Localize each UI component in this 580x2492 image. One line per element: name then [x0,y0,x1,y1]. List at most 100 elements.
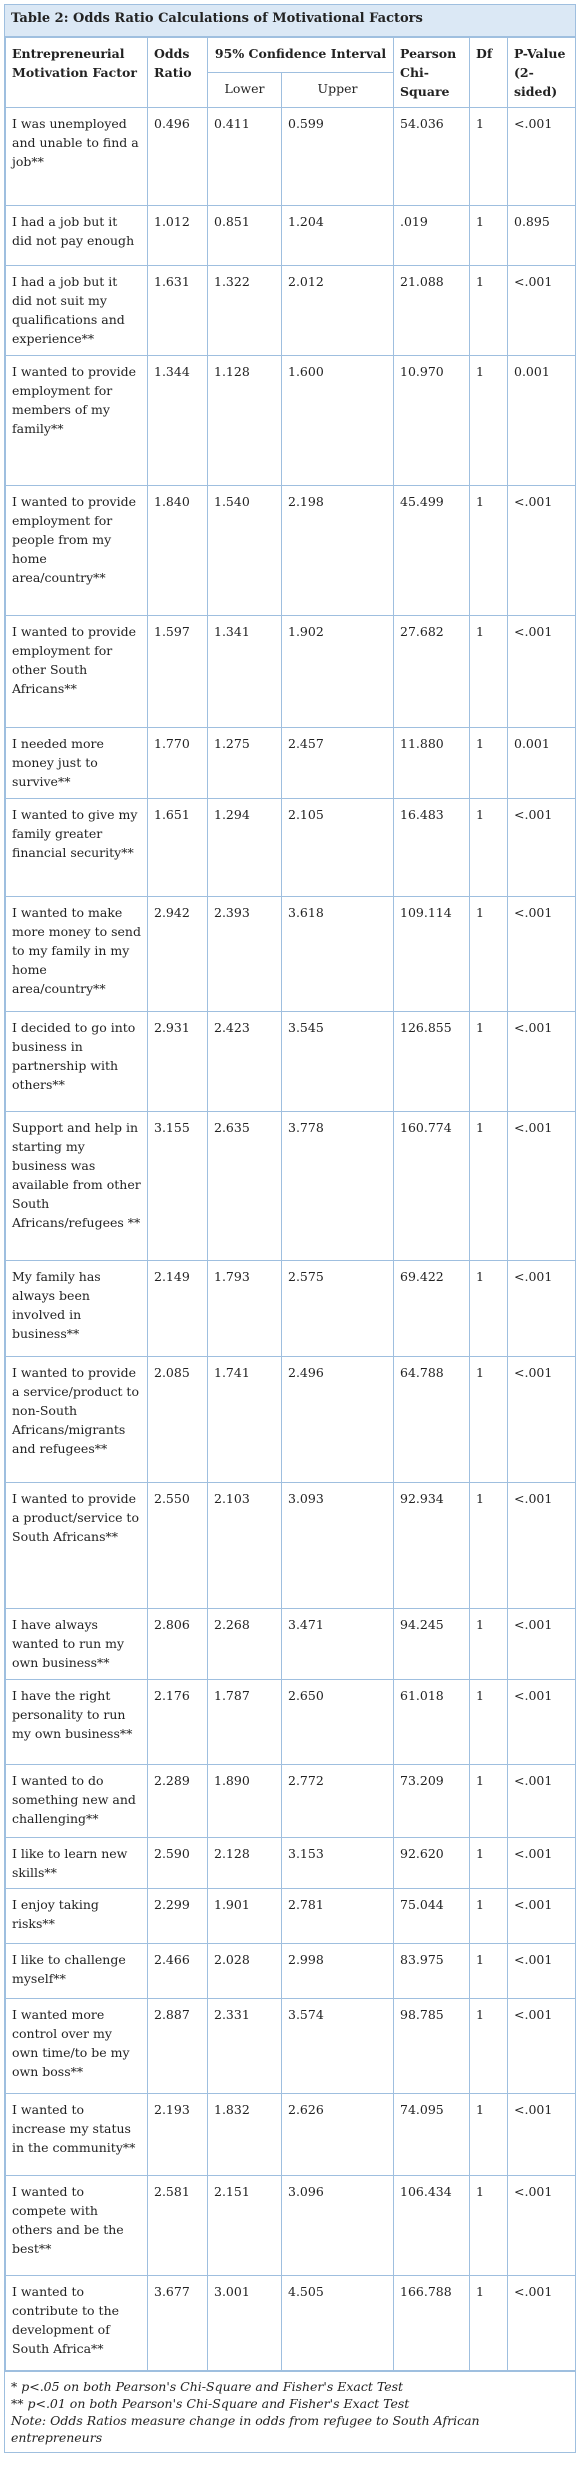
upper-cell: 1.902 [281,615,394,728]
table-row: I wanted to provide employment for peopl… [5,485,576,616]
odds-cell: 1.770 [147,727,208,799]
df-cell: 1 [469,1888,508,1944]
upper-cell: 3.153 [281,1837,394,1889]
lower-cell: 1.890 [207,1764,282,1838]
df-cell: 1 [469,1011,508,1112]
odds-cell: 1.651 [147,798,208,897]
upper-cell: 3.778 [281,1111,394,1261]
odds-cell: 2.149 [147,1260,208,1357]
lower-cell: 0.411 [207,107,282,206]
chi-cell: 11.880 [393,727,470,799]
odds-cell: 1.344 [147,355,208,486]
lower-cell: 3.001 [207,2275,282,2371]
lower-cell: 1.540 [207,485,282,616]
odds-cell: 2.466 [147,1943,208,1999]
header-row: Lower Upper [6,72,576,108]
note-line: Note: Odds Ratios measure change in odds… [11,2413,480,2445]
table-row: I had a job but it did not suit my quali… [5,265,576,356]
chi-cell: 106.434 [393,2175,470,2276]
df-cell: 1 [469,107,508,206]
df-cell: 1 [469,1837,508,1889]
odds-cell: 2.176 [147,1679,208,1765]
p-cell: 0.001 [507,727,576,799]
chi-cell: 27.682 [393,615,470,728]
table-row: I have always wanted to run my own busin… [5,1608,576,1680]
odds-cell: 2.193 [147,2093,208,2176]
df-cell: 1 [469,1608,508,1680]
df-cell: 1 [469,798,508,897]
note-line: ** p<.01 on both Pearson's Chi-Square an… [11,2396,410,2411]
df-cell: 1 [469,205,508,266]
odds-cell: 2.550 [147,1482,208,1609]
chi-cell: 61.018 [393,1679,470,1765]
odds-cell: 2.931 [147,1011,208,1112]
factor-cell: I wanted to do something new and challen… [5,1764,148,1838]
lower-cell: 1.294 [207,798,282,897]
p-cell: <.001 [507,1888,576,1944]
upper-cell: 3.093 [281,1482,394,1609]
upper-cell: 2.650 [281,1679,394,1765]
chi-cell: 92.620 [393,1837,470,1889]
table-row: My family has always been involved in bu… [5,1260,576,1357]
factor-cell: I have always wanted to run my own busin… [5,1608,148,1680]
lower-cell: 1.787 [207,1679,282,1765]
lower-cell: 2.128 [207,1837,282,1889]
chi-cell: 10.970 [393,355,470,486]
upper-cell: 2.012 [281,265,394,356]
p-cell: <.001 [507,798,576,897]
odds-cell: 2.085 [147,1356,208,1483]
p-cell: <.001 [507,1998,576,2094]
p-cell: 0.895 [507,205,576,266]
p-cell: <.001 [507,2275,576,2371]
upper-cell: 2.772 [281,1764,394,1838]
df-cell: 1 [469,1356,508,1483]
chi-cell: 74.095 [393,2093,470,2176]
odds-cell: 3.155 [147,1111,208,1261]
table-row: I was unemployed and unable to find a jo… [5,107,576,206]
odds-cell: 1.597 [147,615,208,728]
odds-cell: 1.012 [147,205,208,266]
table-row: I wanted to provide employment for membe… [5,355,576,486]
notes: * p<.05 on both Pearson's Chi-Square and… [5,2371,575,2452]
factor-cell: I had a job but it did not pay enough [5,205,148,266]
header-cell: Pearson Chi-Square [393,37,470,108]
table-row: I have the right personality to run my o… [5,1679,576,1765]
header-cell: Lower [207,72,282,108]
table-row: I decided to go into business in partner… [5,1011,576,1112]
table-row: I wanted to contribute to the developmen… [5,2275,576,2371]
p-cell: <.001 [507,615,576,728]
df-cell: 1 [469,1111,508,1261]
factor-cell: I wanted to provide a service/product to… [5,1356,148,1483]
df-cell: 1 [469,2175,508,2276]
factor-cell: I wanted to give my family greater finan… [5,798,148,897]
p-cell: <.001 [507,2175,576,2276]
lower-cell: 1.793 [207,1260,282,1357]
chi-cell: 166.788 [393,2275,470,2371]
table-container: Table 2: Odds Ratio Calculations of Moti… [4,4,576,2453]
chi-cell: 126.855 [393,1011,470,1112]
df-cell: 1 [469,896,508,1012]
lower-cell: 1.128 [207,355,282,486]
p-cell: <.001 [507,1837,576,1889]
table-row: Support and help in starting my business… [5,1111,576,1261]
table-row: I wanted to provide a service/product to… [5,1356,576,1483]
lower-cell: 2.151 [207,2175,282,2276]
odds-cell: 2.289 [147,1764,208,1838]
factor-cell: My family has always been involved in bu… [5,1260,148,1357]
header-cell: Df [469,37,508,108]
lower-cell: 1.901 [207,1888,282,1944]
chi-cell: 160.774 [393,1111,470,1261]
table-title: Table 2: Odds Ratio Calculations of Moti… [5,5,575,37]
factor-cell: I wanted to increase my status in the co… [5,2093,148,2176]
table-body: I was unemployed and unable to find a jo… [5,107,576,2371]
upper-cell: 1.204 [281,205,394,266]
table-row: I wanted to do something new and challen… [5,1764,576,1838]
p-cell: <.001 [507,1943,576,1999]
p-cell: <.001 [507,1356,576,1483]
header-cell: Odds Ratio [147,37,208,108]
lower-cell: 1.322 [207,265,282,356]
data-table: Entrepreneurial Motivation Factor Odds R… [5,37,576,2371]
chi-cell: 54.036 [393,107,470,206]
factor-cell: I needed more money just to survive** [5,727,148,799]
table-row: I wanted to compete with others and be t… [5,2175,576,2276]
